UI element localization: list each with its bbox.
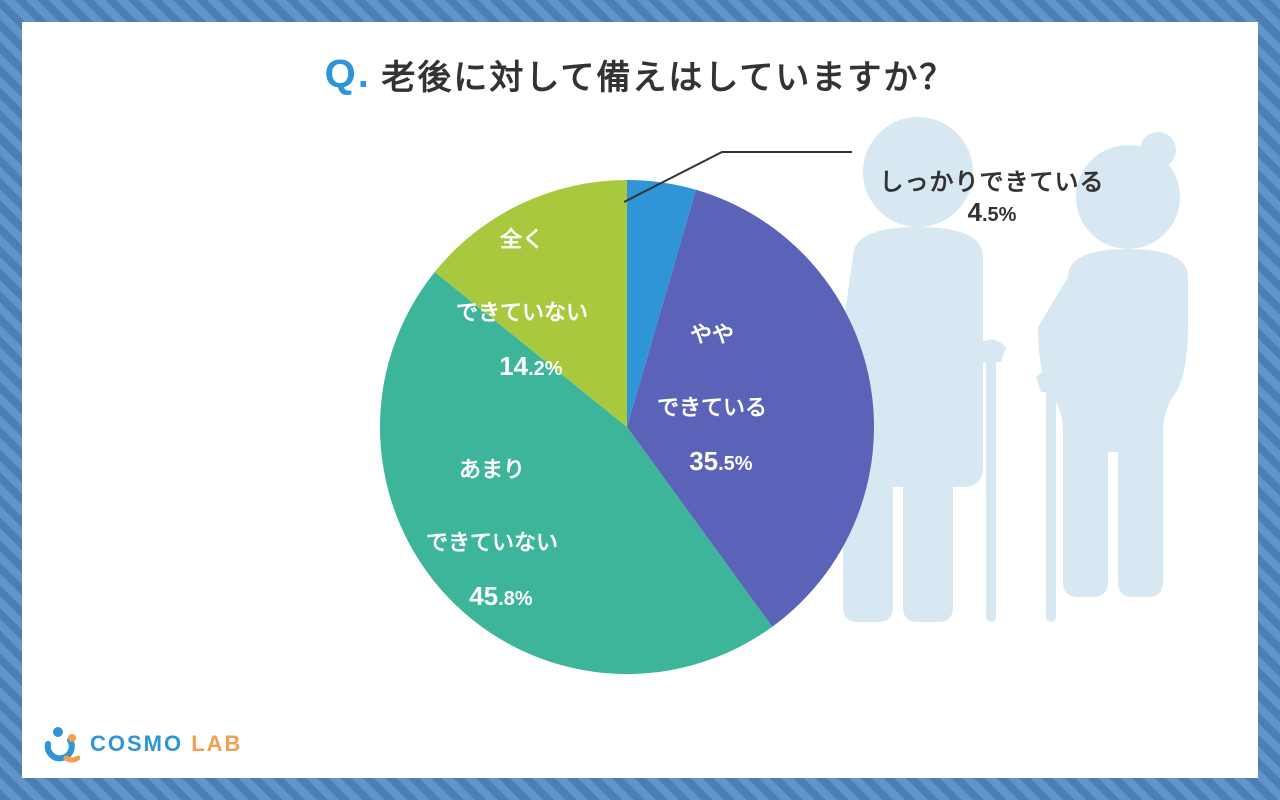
question-text: 老後に対して備えはしていますか？ — [381, 59, 955, 97]
callout-label: しっかりできている — [852, 162, 1132, 197]
callout-pct: 4.5% — [852, 197, 1132, 228]
q-prefix: Q. — [325, 52, 371, 96]
logo-text: COSMO LAB — [90, 731, 242, 757]
pie-label-somewhat: やや できている 35.5% — [657, 277, 767, 501]
pie-label-not-much: あまり できていない 45.8% — [426, 412, 558, 636]
brand-logo: COSMO LAB — [40, 724, 242, 764]
card-panel: Q. 老後に対して備えはしていますか？ しっかりできている 4.5% やや でき… — [22, 22, 1258, 778]
logo-icon — [40, 724, 80, 764]
question-title: Q. 老後に対して備えはしていますか？ — [22, 50, 1258, 99]
pie-callout-firmly: しっかりできている 4.5% — [852, 162, 1132, 228]
pie-label-not-at-all: 全く できていない 14.2% — [456, 182, 588, 406]
